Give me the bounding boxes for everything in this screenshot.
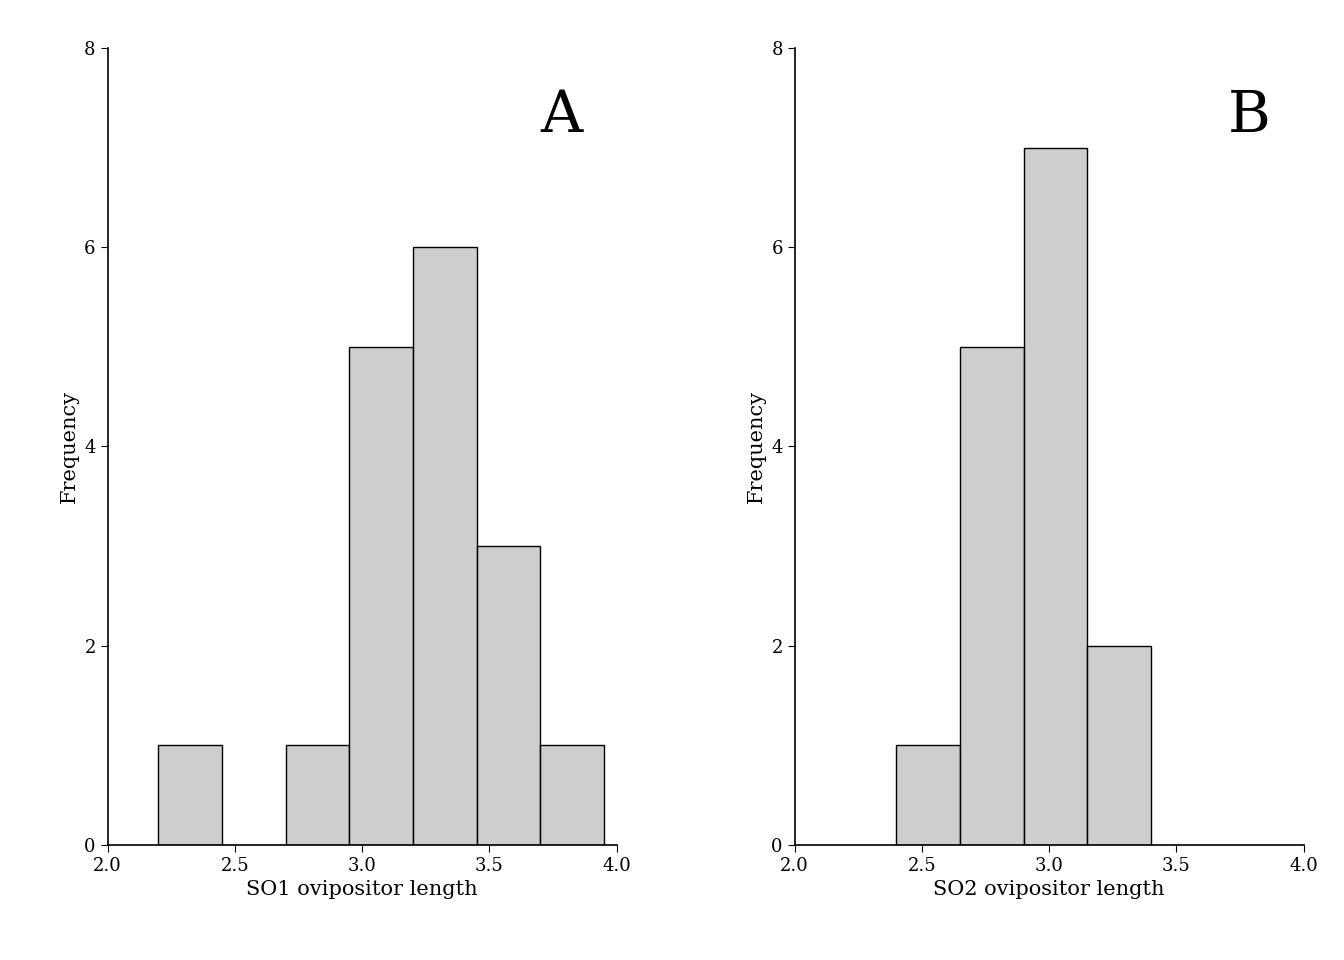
Bar xyxy=(413,248,477,845)
Bar xyxy=(477,546,540,845)
Bar xyxy=(349,347,413,845)
Bar xyxy=(159,745,222,845)
Bar xyxy=(540,745,603,845)
Text: A: A xyxy=(540,88,582,144)
X-axis label: SO2 ovipositor length: SO2 ovipositor length xyxy=(934,880,1165,900)
Text: B: B xyxy=(1227,88,1270,144)
Y-axis label: Frequency: Frequency xyxy=(747,390,766,503)
Bar xyxy=(960,347,1024,845)
Bar xyxy=(896,745,960,845)
X-axis label: SO1 ovipositor length: SO1 ovipositor length xyxy=(246,880,478,900)
Bar xyxy=(1024,148,1087,845)
Bar xyxy=(286,745,349,845)
Y-axis label: Frequency: Frequency xyxy=(59,390,79,503)
Bar xyxy=(1087,646,1150,845)
